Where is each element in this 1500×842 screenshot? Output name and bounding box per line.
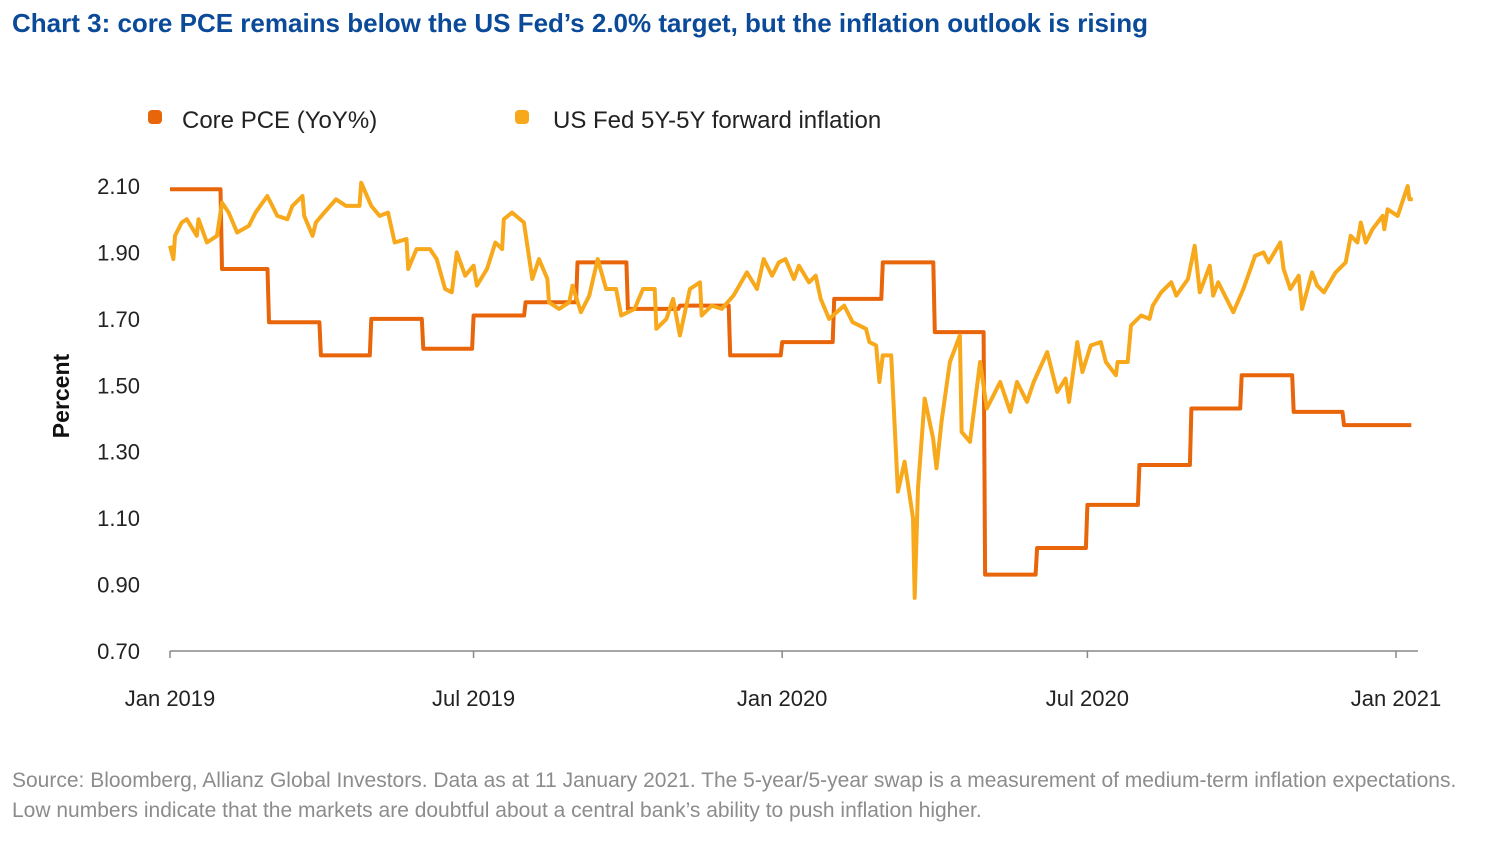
y-tick-label: 1.50 [97, 373, 140, 398]
x-axis: Jan 2019 Jul 2019 Jan 2020 Jul 2020 Jan 2021 [125, 650, 1442, 711]
x-tick-label: Jan 2021 [1351, 686, 1442, 711]
x-tick-label: Jul 2020 [1046, 686, 1129, 711]
x-tick-label: Jan 2020 [737, 686, 828, 711]
y-tick-label: 2.10 [97, 174, 140, 199]
y-tick-label: 0.90 [97, 573, 140, 598]
x-tick-label: Jan 2019 [125, 686, 216, 711]
x-tick-label: Jul 2019 [432, 686, 515, 711]
y-tick-label: 1.30 [97, 440, 140, 465]
y-axis-label: Percent [48, 353, 74, 438]
chart-title: Chart 3: core PCE remains below the US F… [12, 8, 1149, 38]
legend-marker-forward-inflation [515, 110, 529, 124]
legend-label-forward-inflation: US Fed 5Y-5Y forward inflation [553, 107, 881, 134]
series-line-core-pce [170, 187, 1412, 577]
y-tick-label: 1.90 [97, 240, 140, 265]
plot-area [168, 180, 1413, 600]
y-axis: 2.10 1.90 1.70 1.50 1.30 1.10 0.90 0.70 [97, 174, 140, 664]
y-tick-label: 1.70 [97, 307, 140, 332]
legend: Core PCE (YoY%) US Fed 5Y-5Y forward inf… [148, 107, 881, 134]
source-note: Source: Bloomberg, Allianz Global Invest… [12, 769, 1457, 822]
series-line-forward-inflation [168, 180, 1413, 600]
legend-marker-core-pce [148, 110, 162, 124]
y-tick-label: 1.10 [97, 506, 140, 531]
legend-label-core-pce: Core PCE (YoY%) [182, 107, 377, 134]
y-tick-label: 0.70 [97, 639, 140, 664]
